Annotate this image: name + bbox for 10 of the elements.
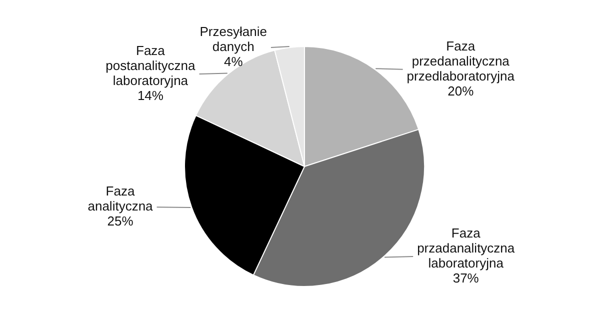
data-label: 25% bbox=[107, 214, 134, 229]
slice-label: Faza przedanalityczna przedlaboratoryjna bbox=[406, 38, 516, 84]
slice-label: Faza analityczna bbox=[88, 184, 154, 214]
slice-label: Faza postanalityczna laboratoryjna bbox=[106, 43, 196, 88]
slice-label: Przesyłanie danych bbox=[200, 24, 267, 54]
data-label: 4% bbox=[224, 54, 244, 70]
slice-label: Faza przadanalityczna laboratoryjna bbox=[417, 226, 516, 271]
data-label: 20% bbox=[448, 83, 474, 98]
data-label: 14% bbox=[137, 88, 164, 104]
data-label: 37% bbox=[452, 270, 480, 286]
